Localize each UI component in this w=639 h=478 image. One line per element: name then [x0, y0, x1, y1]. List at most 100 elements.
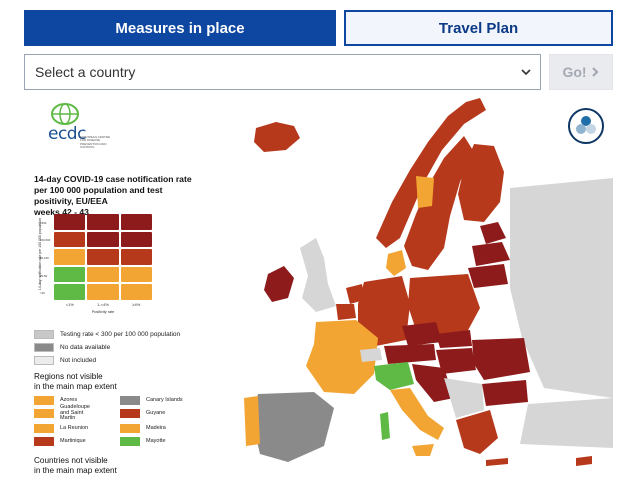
risk-matrix-y-tick: 150-500 [40, 238, 51, 243]
region-guyane: Guyane [120, 409, 165, 418]
region-label: Guadeloupe and Saint Martin [60, 404, 90, 422]
map-region-iceland [254, 122, 300, 152]
map-region-sardinia [380, 412, 390, 440]
europe-map[interactable] [24, 98, 613, 478]
map-region-finland [458, 144, 504, 222]
map-title: 14-day COVID-19 case notification rate p… [34, 174, 204, 218]
map-region-hungary [436, 348, 476, 374]
region-canary-islands: Canary Islands [120, 396, 183, 405]
risk-matrix-cell [120, 231, 152, 248]
risk-matrix: 14-day notification rate per 100 000 pop… [34, 214, 154, 314]
risk-matrix-y-tick: <25 [40, 291, 45, 296]
map-region-crete [486, 458, 508, 466]
regions-heading-line2: in the main map extent [34, 382, 117, 391]
region-label: Azores [60, 396, 78, 403]
risk-matrix-cell [54, 231, 86, 248]
risk-matrix-cell [87, 249, 119, 265]
risk-matrix-cell [87, 214, 119, 230]
map-region-lithuania [468, 264, 508, 288]
map-region-slovakia [436, 330, 472, 348]
map-region-italy-south [390, 388, 444, 440]
map-region-poland [408, 274, 480, 336]
map-region-sicily [412, 444, 434, 456]
ecdc-logo-text: ecdc [48, 124, 86, 144]
map-region-sweden-south [416, 176, 434, 208]
view-tabs: Measures in place Travel Plan [24, 10, 613, 46]
map-region-switzerland [360, 348, 382, 362]
risk-matrix-cell [54, 266, 86, 283]
risk-matrix-y-tick: >500 [40, 220, 47, 225]
region-label: Canary Islands [146, 396, 183, 403]
risk-matrix-cell [54, 214, 86, 230]
map-region-balkans-non-eu [444, 378, 484, 418]
regions-heading-line1: Regions not visible [34, 372, 103, 381]
risk-matrix-y-tick: 25-50 [40, 273, 48, 278]
risk-matrix-x-tick: <1% [65, 302, 74, 307]
globe-icon [51, 103, 79, 125]
region-swatch [34, 424, 54, 433]
map-legend: ecdc EUROPEAN CENTRE FOR DISEASE PREVENT… [24, 98, 204, 478]
key-testing-rate-label: Testing rate < 300 per 100 000 populatio… [60, 331, 181, 338]
map-region-ireland [264, 266, 294, 302]
map-region-estonia [480, 222, 506, 244]
key-not-included-label: Not included [60, 357, 97, 364]
map-region-austria [384, 344, 436, 364]
risk-matrix-cell [54, 249, 86, 265]
covid-map[interactable]: ecdc EUROPEAN CENTRE FOR DISEASE PREVENT… [24, 98, 613, 478]
map-region-norway [376, 98, 486, 248]
region-label: La Reunion [60, 424, 89, 431]
region-swatch [120, 396, 140, 405]
region-swatch [34, 396, 54, 405]
risk-matrix-x-tick: ≥4% [132, 302, 141, 307]
map-region-east-non-eu [510, 178, 613, 398]
map-region-czechia [402, 322, 442, 346]
map-region-greece [456, 410, 498, 454]
risk-matrix-cell [120, 266, 152, 283]
map-region-croatia-slovenia [412, 364, 454, 402]
region-swatch [34, 409, 54, 418]
map-region-germany [358, 276, 410, 346]
risk-matrix-x-tick: 1-<4% [97, 302, 109, 307]
map-title-line1: 14-day COVID-19 case notification rate [34, 174, 192, 184]
country-select-row: Select a country Go! [24, 54, 613, 90]
chevron-right-icon [591, 67, 599, 77]
risk-matrix-cell [120, 249, 152, 265]
risk-matrix-cell [120, 284, 152, 300]
map-region-turkey [520, 398, 613, 448]
map-region-romania [472, 338, 530, 380]
risk-matrix-cell [87, 266, 119, 283]
map-region-france [306, 320, 378, 394]
key-no-data-label: No data available [60, 344, 111, 351]
risk-matrix-grid [54, 214, 152, 300]
countries-heading-line2: in the main map extent [34, 466, 117, 475]
risk-matrix-cell [120, 214, 152, 230]
region-swatch [120, 437, 140, 446]
countries-heading-line1: Countries not visible [34, 456, 108, 465]
region-swatch [120, 409, 140, 418]
region-guadeloupe: Guadeloupe and Saint Martin [34, 405, 100, 421]
country-select-placeholder: Select a country [35, 64, 136, 80]
region-label: Madeira [146, 424, 166, 431]
tab-travel-plan[interactable]: Travel Plan [344, 10, 613, 46]
map-region-denmark [386, 250, 406, 276]
key-swatch [34, 356, 54, 365]
risk-matrix-cell [54, 284, 86, 300]
go-button[interactable]: Go! [549, 54, 613, 90]
layers-button[interactable] [568, 108, 604, 144]
region-label: Martinique [60, 437, 86, 444]
risk-matrix-y-ticks: >500 150-500 50-150 25-50 <25 [40, 214, 54, 302]
ecdc-logo-subtitle: EUROPEAN CENTRE FOR DISEASE PREVENTION A… [80, 135, 111, 149]
key-not-included: Not included [34, 356, 96, 365]
region-label: Mayotte [146, 437, 166, 444]
map-region-belgium [336, 304, 356, 320]
ecdc-logo: ecdc EUROPEAN CENTRE FOR DISEASE PREVENT… [34, 102, 114, 149]
map-title-line2: per 100 000 population and test positivi… [34, 185, 163, 206]
layers-icon [576, 116, 596, 134]
map-region-italy-north [374, 362, 414, 390]
region-swatch [120, 424, 140, 433]
map-region-uk [300, 238, 336, 312]
region-mayotte: Mayotte [120, 437, 166, 446]
country-select[interactable]: Select a country [24, 54, 541, 90]
tab-measures-in-place[interactable]: Measures in place [24, 10, 336, 46]
region-la-reunion: La Reunion [34, 424, 88, 433]
